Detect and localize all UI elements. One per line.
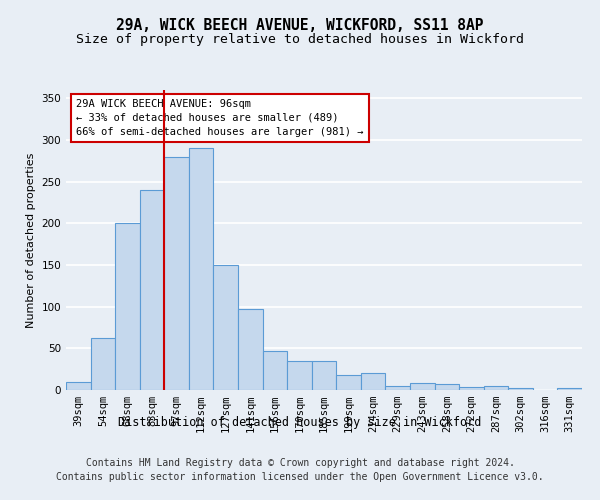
- Bar: [410, 384, 434, 390]
- Bar: [214, 265, 238, 390]
- Bar: [508, 388, 533, 390]
- Text: Contains HM Land Registry data © Crown copyright and database right 2024.: Contains HM Land Registry data © Crown c…: [86, 458, 514, 468]
- Bar: [164, 156, 189, 390]
- Bar: [115, 224, 140, 390]
- Bar: [189, 148, 214, 390]
- Y-axis label: Number of detached properties: Number of detached properties: [26, 152, 36, 328]
- Bar: [361, 374, 385, 390]
- Bar: [484, 386, 508, 390]
- Bar: [287, 361, 312, 390]
- Bar: [91, 338, 115, 390]
- Bar: [312, 361, 336, 390]
- Bar: [66, 382, 91, 390]
- Bar: [459, 386, 484, 390]
- Text: Distribution of detached houses by size in Wickford: Distribution of detached houses by size …: [118, 416, 482, 429]
- Bar: [263, 351, 287, 390]
- Bar: [336, 375, 361, 390]
- Bar: [434, 384, 459, 390]
- Text: Contains public sector information licensed under the Open Government Licence v3: Contains public sector information licen…: [56, 472, 544, 482]
- Bar: [385, 386, 410, 390]
- Bar: [238, 309, 263, 390]
- Bar: [557, 388, 582, 390]
- Text: 29A, WICK BEECH AVENUE, WICKFORD, SS11 8AP: 29A, WICK BEECH AVENUE, WICKFORD, SS11 8…: [116, 18, 484, 32]
- Text: Size of property relative to detached houses in Wickford: Size of property relative to detached ho…: [76, 32, 524, 46]
- Text: 29A WICK BEECH AVENUE: 96sqm
← 33% of detached houses are smaller (489)
66% of s: 29A WICK BEECH AVENUE: 96sqm ← 33% of de…: [76, 99, 364, 137]
- Bar: [140, 190, 164, 390]
